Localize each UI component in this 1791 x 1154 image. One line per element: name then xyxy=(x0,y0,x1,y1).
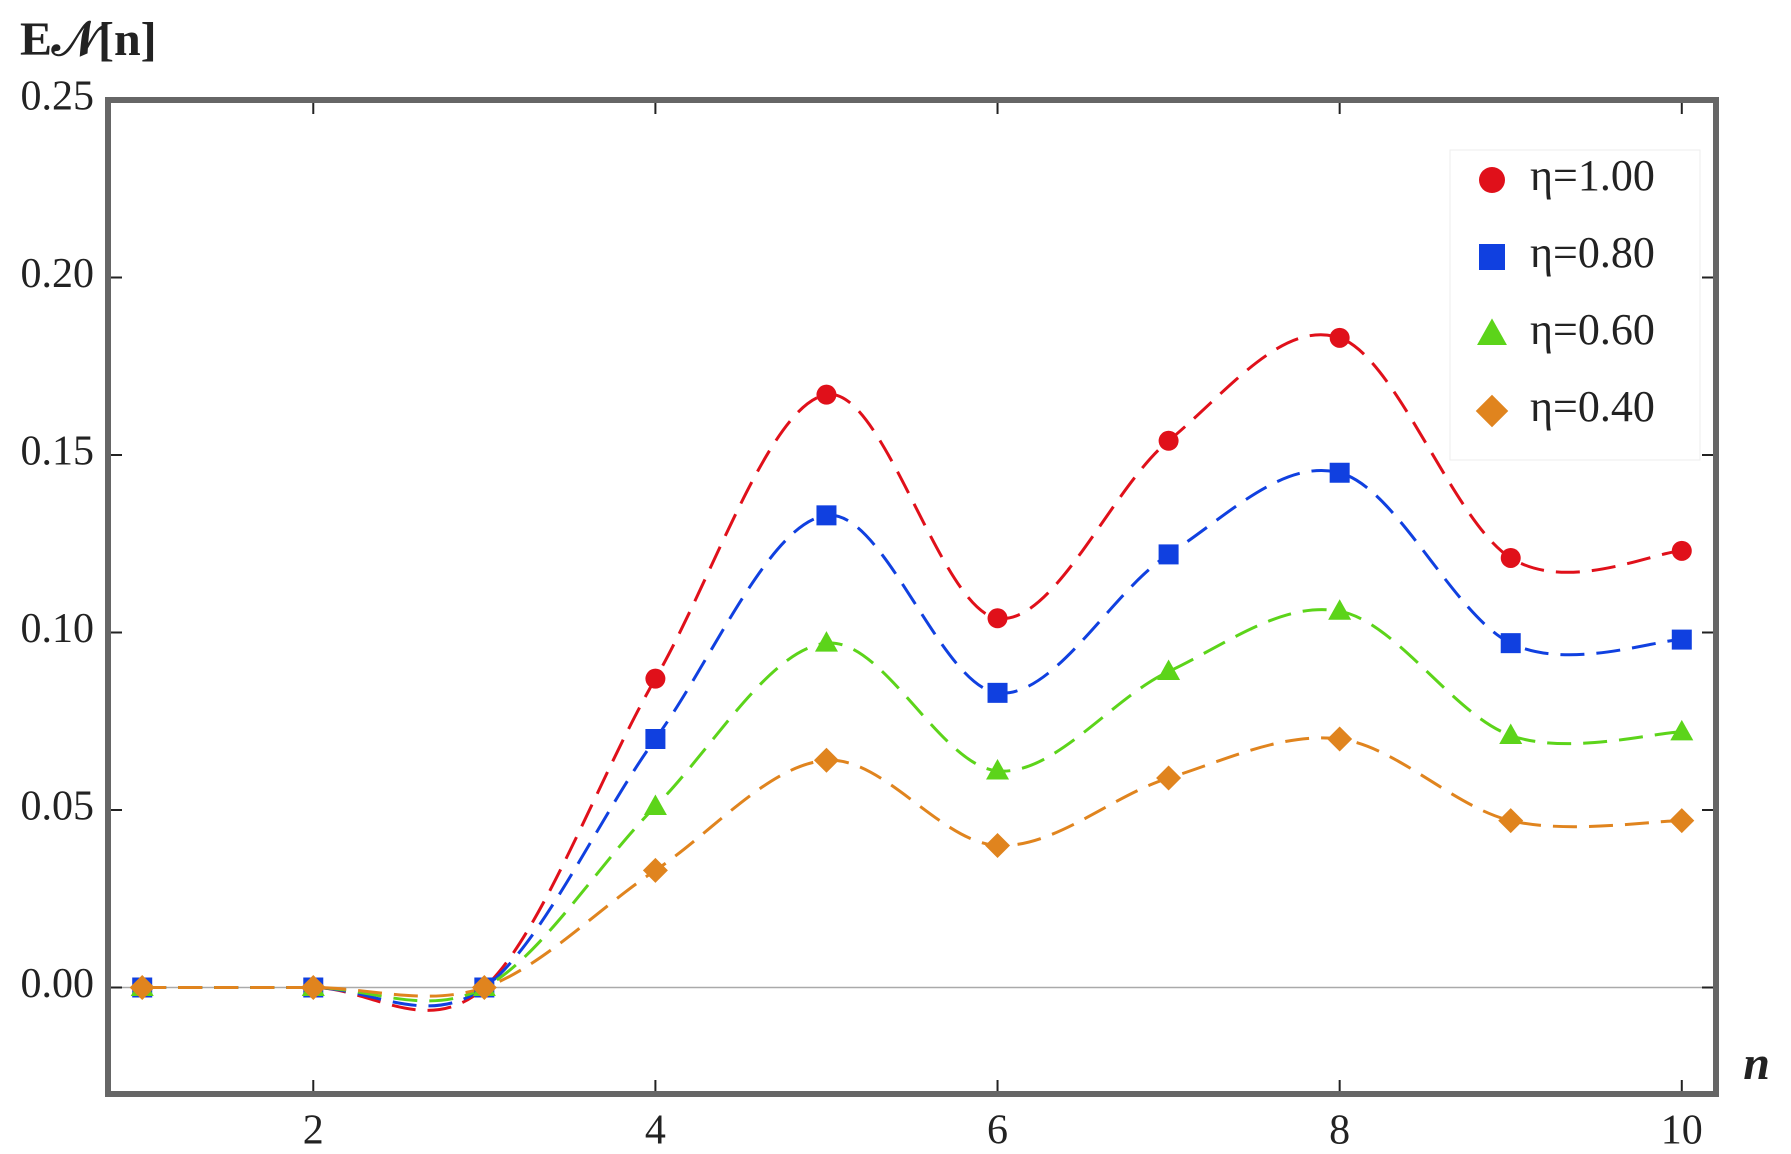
data-point xyxy=(129,975,155,1000)
data-point xyxy=(1500,547,1521,568)
data-point xyxy=(987,608,1008,629)
legend-marker xyxy=(1475,394,1509,428)
y-tick-label: 0.10 xyxy=(21,606,95,652)
data-point xyxy=(816,384,837,405)
legend-label: η=0.40 xyxy=(1530,382,1655,431)
x-tick-label: 4 xyxy=(645,1108,666,1154)
data-point xyxy=(986,758,1010,780)
legend-label: η=0.60 xyxy=(1530,305,1655,354)
series-line xyxy=(142,469,1682,1008)
data-point xyxy=(1157,659,1181,681)
data-point xyxy=(814,631,838,652)
data-point xyxy=(816,505,837,526)
data-point xyxy=(1158,430,1179,451)
y-tick-label: 0.05 xyxy=(21,784,95,830)
legend-label: η=1.00 xyxy=(1530,151,1655,200)
y-tick-label: 0.20 xyxy=(21,251,95,297)
data-point xyxy=(1158,544,1179,565)
legend-label: η=0.80 xyxy=(1530,228,1655,277)
data-point xyxy=(642,857,668,883)
series-line xyxy=(142,608,1682,1003)
data-point xyxy=(1499,723,1523,744)
x-tick-label: 6 xyxy=(987,1108,1008,1154)
data-point xyxy=(1670,719,1694,741)
data-point xyxy=(1328,599,1352,620)
data-point xyxy=(1669,808,1695,834)
data-point xyxy=(645,668,666,689)
series-line xyxy=(142,736,1682,998)
data-point xyxy=(1329,462,1350,483)
data-point xyxy=(987,682,1008,703)
x-tick-label: 2 xyxy=(303,1108,324,1154)
x-tick-label: 8 xyxy=(1329,1108,1350,1154)
data-point xyxy=(300,975,326,1000)
data-point xyxy=(1671,540,1692,561)
y-tick-label: 0.25 xyxy=(21,74,95,120)
data-point xyxy=(645,729,666,749)
y-tick-label: 0.15 xyxy=(21,429,95,475)
legend-marker xyxy=(1477,318,1507,346)
legend-marker xyxy=(1479,244,1505,270)
data-point xyxy=(1329,327,1350,348)
data-point xyxy=(1327,726,1353,752)
y-tick-label: 0.00 xyxy=(21,961,95,1007)
y-axis-label: E𝒩[n] xyxy=(20,13,157,66)
data-point xyxy=(643,794,667,815)
data-point xyxy=(985,833,1011,858)
x-axis-label: n xyxy=(1743,1037,1770,1090)
data-point xyxy=(1500,633,1521,654)
legend-marker xyxy=(1479,167,1505,193)
series-line xyxy=(142,333,1682,1012)
data-point xyxy=(813,747,839,773)
data-point xyxy=(471,975,497,1000)
plot-frame xyxy=(105,97,1719,1097)
x-tick-label: 10 xyxy=(1661,1108,1703,1154)
data-point xyxy=(1498,808,1524,834)
data-point xyxy=(1671,629,1692,650)
data-point xyxy=(1156,765,1182,791)
